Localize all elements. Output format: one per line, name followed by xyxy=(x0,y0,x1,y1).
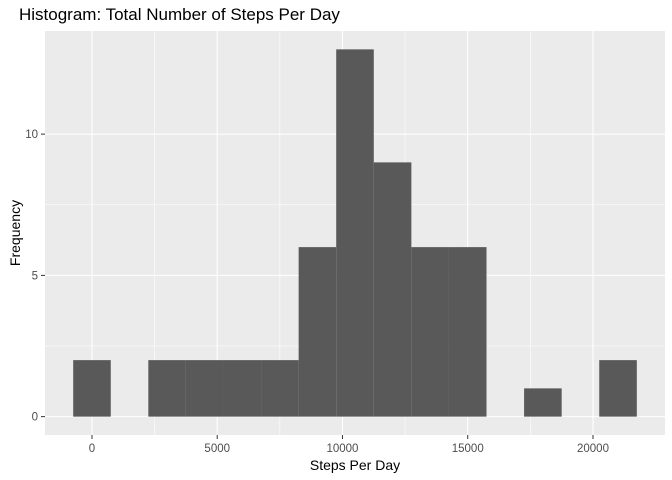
histogram-bar xyxy=(261,360,299,417)
histogram-bar xyxy=(411,247,449,417)
y-axis-title: Frequency xyxy=(7,200,23,266)
histogram-bar xyxy=(148,360,186,417)
y-tick-label: 0 xyxy=(32,412,38,424)
x-tick-label: 20000 xyxy=(577,443,609,455)
x-tick-label: 10000 xyxy=(326,443,358,455)
y-tick-label: 5 xyxy=(32,270,38,282)
histogram-bar xyxy=(599,360,637,417)
y-tick-label: 10 xyxy=(25,129,38,141)
histogram-bars xyxy=(73,49,637,417)
x-tick-label: 5000 xyxy=(204,443,230,455)
y-axis-tick-labels: 0 5 10 xyxy=(25,129,38,424)
histogram-bar xyxy=(298,247,337,417)
histogram-bar xyxy=(373,162,412,417)
histogram-bar xyxy=(448,247,487,417)
histogram-bar xyxy=(73,360,111,417)
x-tick-label: 0 xyxy=(89,443,95,455)
axis-ticks xyxy=(41,133,594,439)
histogram-bar xyxy=(223,360,262,417)
histogram-bar xyxy=(336,49,374,417)
x-axis-tick-labels: 0 5000 10000 15000 20000 xyxy=(89,443,609,455)
histogram-bar xyxy=(185,360,224,417)
x-tick-label: 15000 xyxy=(452,443,484,455)
chart-title: Histogram: Total Number of Steps Per Day xyxy=(19,5,340,24)
histogram-bar xyxy=(524,388,562,417)
x-axis-title: Steps Per Day xyxy=(310,457,400,473)
